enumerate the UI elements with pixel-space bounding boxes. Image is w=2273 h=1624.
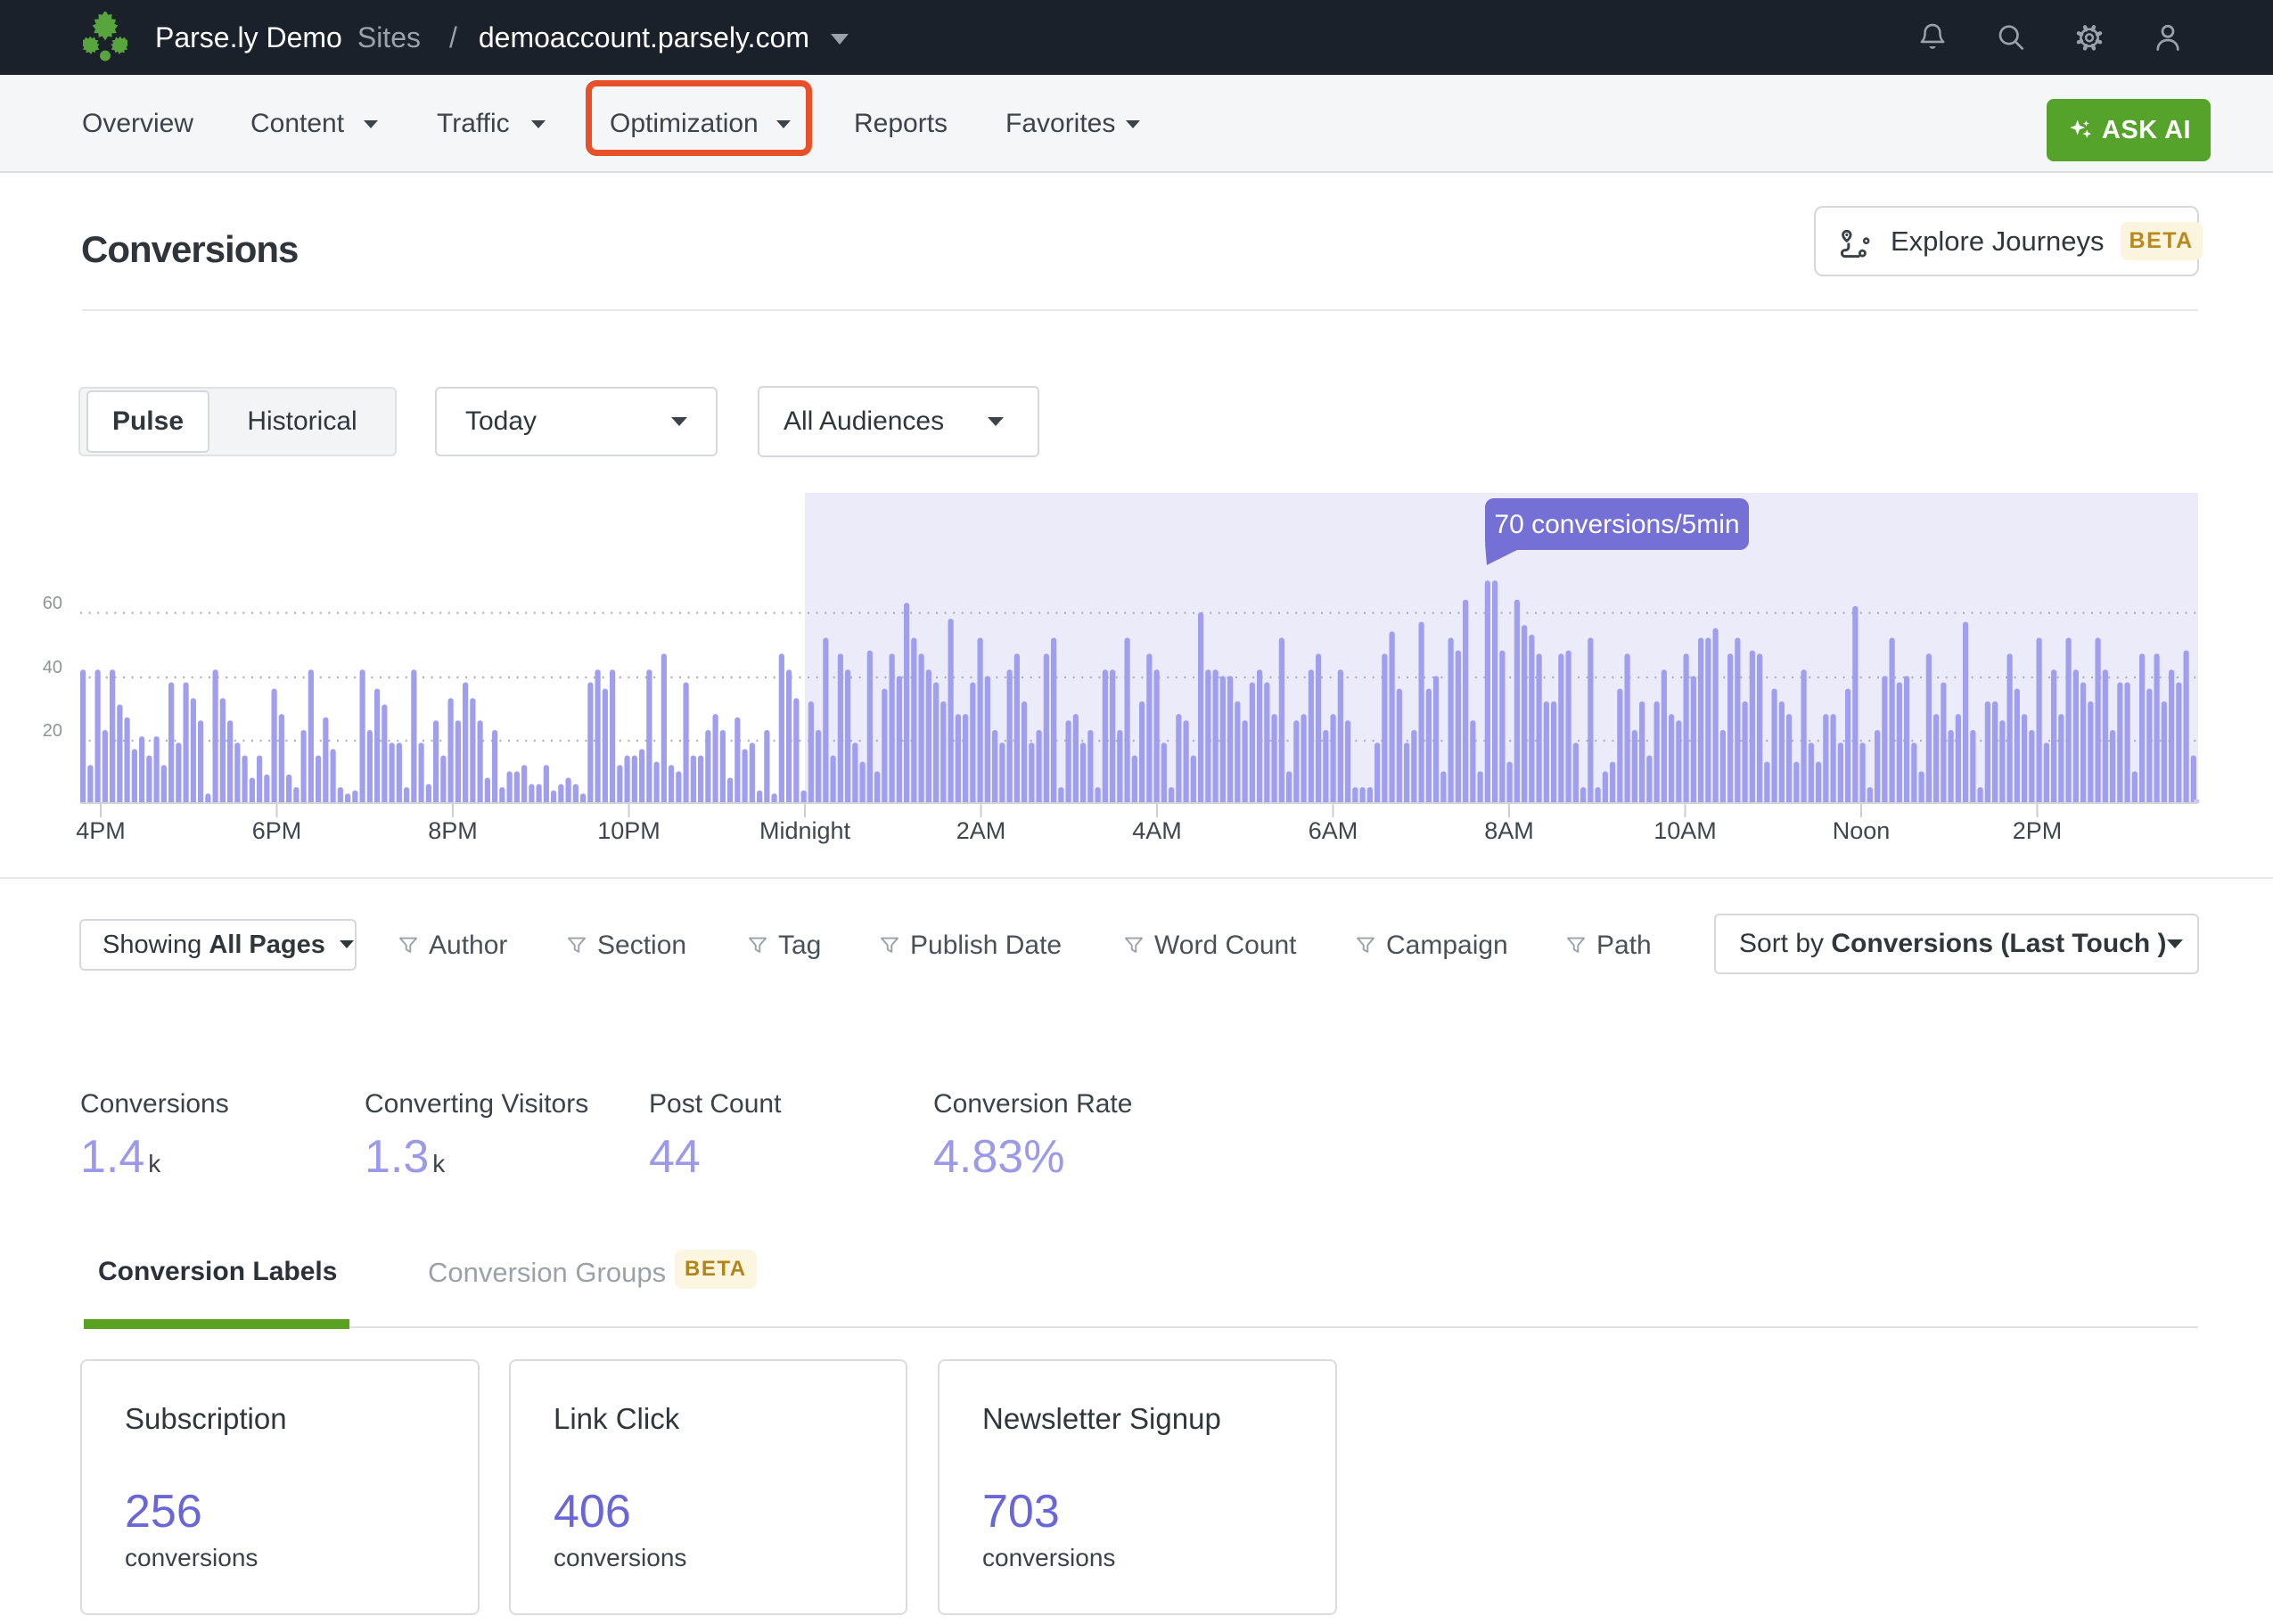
svg-text:4AM: 4AM	[1132, 817, 1182, 844]
svg-text:20: 20	[43, 721, 62, 741]
svg-text:40: 40	[43, 658, 62, 677]
svg-text:Midnight: Midnight	[759, 817, 851, 844]
svg-text:10PM: 10PM	[597, 817, 661, 844]
svg-text:2AM: 2AM	[956, 817, 1006, 844]
svg-text:8PM: 8PM	[428, 817, 478, 844]
svg-text:6AM: 6AM	[1309, 817, 1358, 844]
svg-text:6PM: 6PM	[252, 817, 302, 844]
svg-text:60: 60	[43, 594, 62, 613]
svg-text:10AM: 10AM	[1653, 817, 1717, 844]
svg-text:Noon: Noon	[1833, 817, 1891, 844]
svg-text:70 conversions/5min: 70 conversions/5min	[1494, 510, 1739, 539]
svg-text:2PM: 2PM	[2013, 817, 2063, 844]
svg-text:4PM: 4PM	[76, 817, 126, 844]
svg-text:8AM: 8AM	[1484, 817, 1534, 844]
